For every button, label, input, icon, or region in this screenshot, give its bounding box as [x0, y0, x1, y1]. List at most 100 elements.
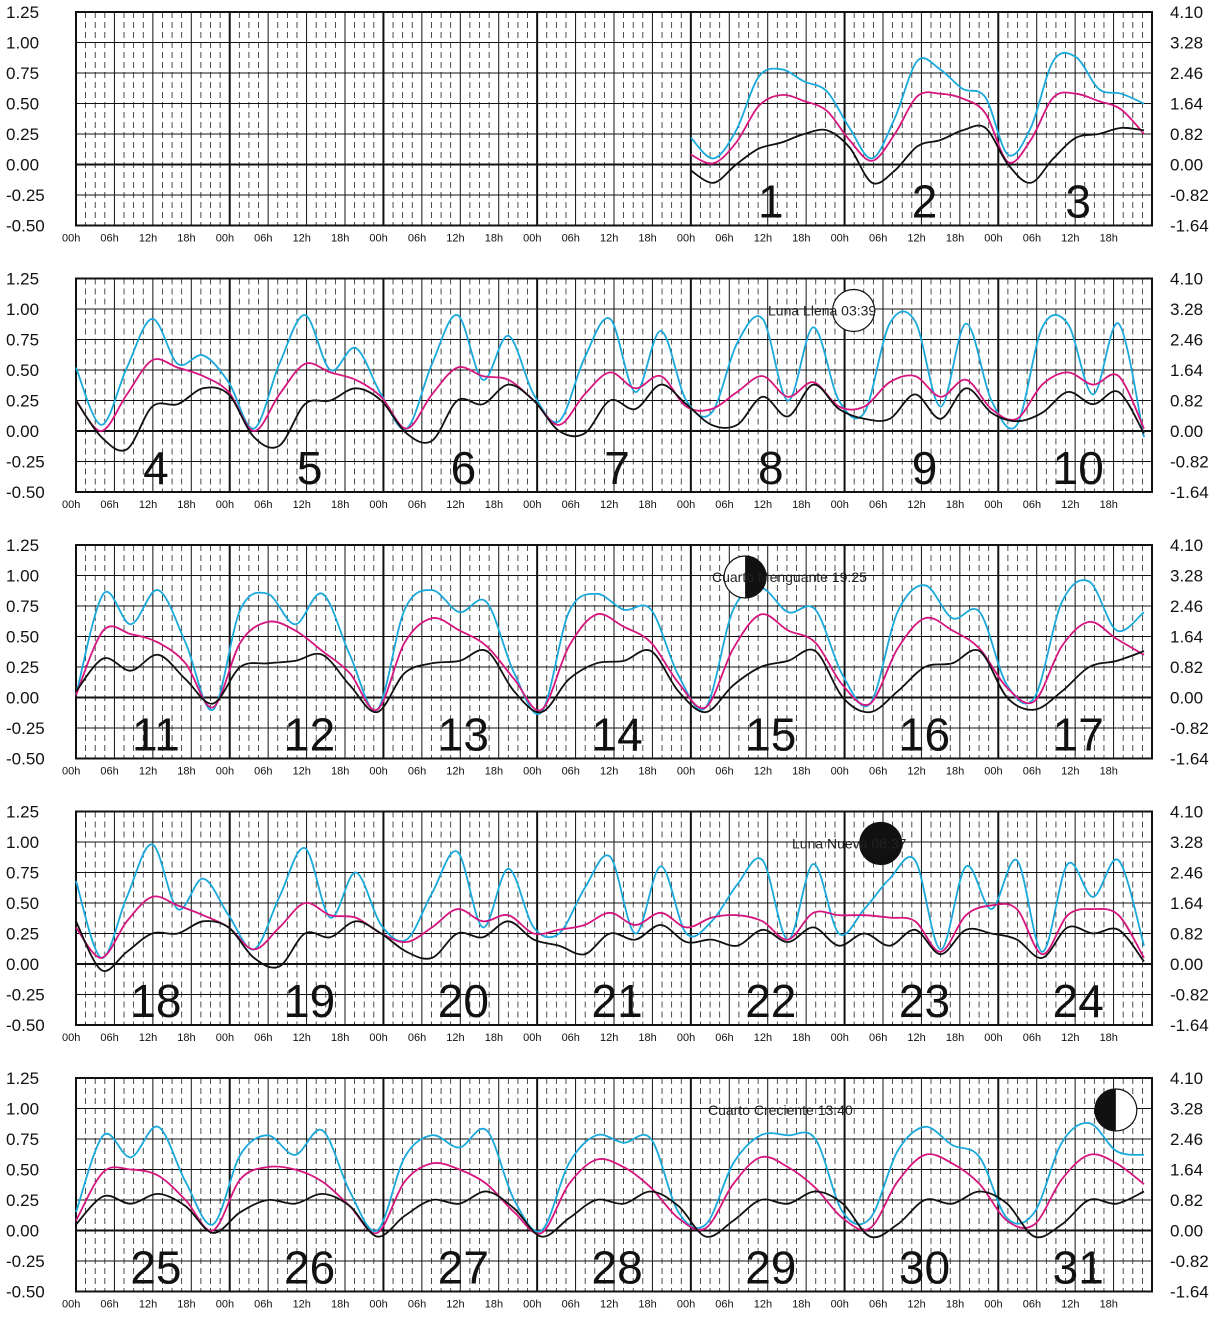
x-tick-label: 12h [907, 233, 925, 245]
day-number: 13 [438, 709, 489, 761]
x-tick-label: 12h [754, 499, 772, 511]
y-tick-label-left: 0.75 [6, 597, 39, 616]
y-tick-label-left: 0.00 [6, 422, 39, 441]
y-tick-label-right: -1.64 [1170, 1283, 1209, 1302]
x-tick-label: 18h [792, 1032, 810, 1044]
x-tick-label: 18h [638, 1299, 656, 1311]
x-tick-label: 12h [446, 1299, 464, 1311]
moon-phase-label: Luna Llena 03:39 [768, 303, 876, 319]
x-tick-label: 06h [715, 766, 733, 778]
plot-frame [75, 1077, 1153, 1293]
y-tick-label-right: 1.64 [1170, 361, 1203, 380]
x-tick-label: 12h [907, 499, 925, 511]
day-number: 3 [1065, 176, 1091, 228]
x-tick-label: 18h [1100, 1299, 1118, 1311]
day-number: 30 [899, 1242, 950, 1294]
x-tick-label: 18h [946, 1299, 964, 1311]
x-tick-label: 06h [869, 499, 887, 511]
y-tick-label-left: -0.50 [6, 1016, 45, 1035]
x-tick-label: 06h [254, 233, 272, 245]
y-tick-label-right: 4.10 [1170, 3, 1203, 22]
x-tick-label: 18h [485, 1032, 503, 1044]
x-tick-label: 00h [984, 499, 1002, 511]
x-tick-label: 06h [254, 499, 272, 511]
moon-phase-first-quarter: Cuarto Creciente 13:40 [708, 1088, 1138, 1132]
x-tick-label: 06h [562, 233, 580, 245]
x-tick-label: 00h [677, 1299, 695, 1311]
x-tick-label: 12h [600, 1299, 618, 1311]
x-tick-label: 00h [984, 233, 1002, 245]
y-tick-label-left: 0.00 [6, 955, 39, 974]
x-tick-label: 00h [369, 1032, 387, 1044]
series-line-black [75, 1190, 1145, 1239]
x-tick-label: 12h [600, 499, 618, 511]
day-number: 23 [899, 975, 950, 1027]
x-tick-label: 00h [216, 1032, 234, 1044]
y-tick-label-right: 4.10 [1170, 1069, 1203, 1088]
x-tick-label: 12h [754, 1299, 772, 1311]
x-tick-label: 06h [1023, 1299, 1041, 1311]
y-tick-label-right: -0.82 [1170, 719, 1209, 738]
x-tick-label: 00h [369, 1299, 387, 1311]
x-tick-label: 18h [946, 499, 964, 511]
x-tick-label: 00h [62, 233, 80, 245]
x-tick-label: 00h [62, 766, 80, 778]
x-tick-label: 18h [1100, 766, 1118, 778]
series-line-magenta [75, 1153, 1145, 1235]
y-tick-label-left: 0.50 [6, 1161, 39, 1180]
x-tick-label: 12h [600, 233, 618, 245]
x-tick-label: 00h [523, 233, 541, 245]
y-tick-label-left: 0.75 [6, 864, 39, 883]
x-tick-label: 18h [1100, 499, 1118, 511]
x-tick-label: 18h [485, 1299, 503, 1311]
x-tick-label: 18h [1100, 233, 1118, 245]
y-tick-label-right: -1.64 [1170, 750, 1209, 769]
x-tick-label: 18h [177, 233, 195, 245]
y-tick-label-left: 1.00 [6, 34, 39, 53]
series-line-cyan [75, 843, 1145, 959]
y-tick-label-right: 0.82 [1170, 392, 1203, 411]
day-number: 20 [438, 975, 489, 1027]
x-tick-label: 18h [331, 499, 349, 511]
x-tick-label: 00h [62, 1299, 80, 1311]
x-tick-label: 18h [1100, 1032, 1118, 1044]
x-tick-label: 00h [831, 499, 849, 511]
x-tick-label: 12h [293, 233, 311, 245]
y-tick-label-left: -0.25 [6, 186, 45, 205]
x-tick-label: 00h [677, 233, 695, 245]
x-tick-label: 18h [331, 233, 349, 245]
new-moon-icon [859, 821, 903, 866]
x-tick-label: 18h [177, 766, 195, 778]
x-tick-label: 06h [100, 766, 118, 778]
y-tick-label-right: 0.82 [1170, 1191, 1203, 1210]
x-tick-label: 18h [177, 1032, 195, 1044]
day-number: 4 [143, 442, 169, 494]
x-tick-label: 06h [100, 1299, 118, 1311]
series-line-magenta [75, 895, 1145, 959]
x-tick-label: 12h [446, 766, 464, 778]
day-number: 28 [591, 1242, 642, 1294]
x-tick-label: 12h [907, 1299, 925, 1311]
day-number: 22 [745, 975, 796, 1027]
x-tick-label: 18h [792, 766, 810, 778]
x-tick-label: 00h [984, 1032, 1002, 1044]
day-number: 25 [130, 1242, 181, 1294]
moon-phase-label: Luna Nueva 08:37 [792, 836, 907, 852]
y-tick-label-right: 3.28 [1170, 34, 1203, 53]
y-tick-label-right: 0.00 [1170, 955, 1203, 974]
day-number: 29 [745, 1242, 796, 1294]
moon-phase-full: Luna Llena 03:39 [768, 288, 876, 333]
x-tick-label: 06h [869, 766, 887, 778]
y-tick-label-right: 1.64 [1170, 1161, 1203, 1180]
y-tick-label-left: 1.25 [6, 3, 39, 22]
x-tick-label: 00h [216, 233, 234, 245]
y-tick-label-left: 0.25 [6, 392, 39, 411]
y-tick-label-left: 0.50 [6, 95, 39, 114]
x-tick-label: 12h [1061, 233, 1079, 245]
x-tick-label: 18h [638, 233, 656, 245]
tide-panel: 1.25 1.00 0.75 0.50 0.25 0.00 -0.25 -0.50 4.10 3.… [6, 803, 1209, 1045]
y-tick-label-left: 0.25 [6, 1191, 39, 1210]
series-line-magenta [690, 91, 1145, 165]
x-tick-label: 12h [907, 1032, 925, 1044]
